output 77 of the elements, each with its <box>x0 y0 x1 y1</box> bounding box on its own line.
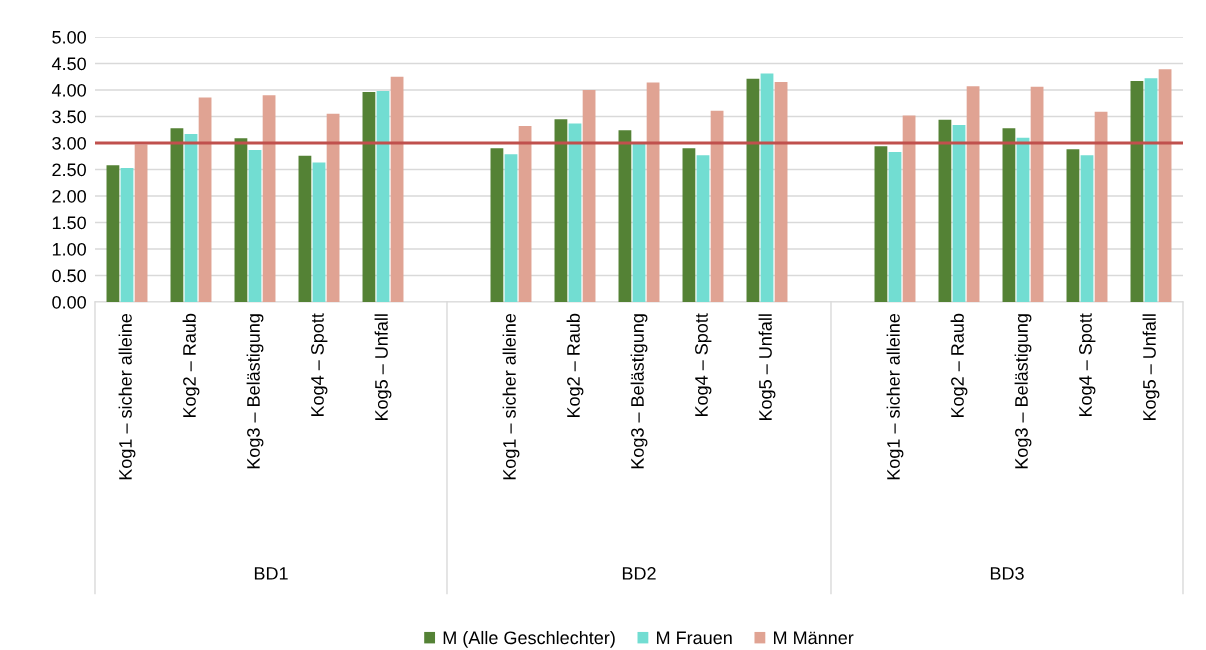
bar <box>170 128 184 302</box>
y-tick-label: 2.00 <box>52 189 86 203</box>
x-tick-label: Kog5 – Unfall <box>374 314 392 421</box>
y-tick-label: 4.50 <box>51 57 86 71</box>
x-tick-label: Kog4 – Spott <box>695 313 712 417</box>
bar <box>682 148 696 302</box>
legend-label: M Frauen <box>657 631 732 645</box>
y-tick-label: 0.00 <box>52 295 86 309</box>
bar <box>518 126 532 302</box>
bar <box>632 143 646 302</box>
y-tick-label: 4.00 <box>51 83 86 97</box>
x-tick-label: Kog5 – Unfall <box>1142 314 1160 421</box>
bar <box>198 97 212 302</box>
text: BD3 <box>990 567 1024 580</box>
bar <box>362 92 376 302</box>
y-tick-label: 0.50 <box>52 269 86 283</box>
x-tick-label: Kog3 – Belästigung <box>630 314 648 469</box>
bar <box>938 119 952 302</box>
bar <box>696 155 710 302</box>
x-tick-label: Kog1 – sicher alleine <box>502 313 520 480</box>
y-tick-label: 1.00 <box>52 242 86 256</box>
bar <box>710 110 724 302</box>
bar <box>774 82 788 302</box>
bar <box>1094 111 1108 302</box>
bar <box>646 82 660 302</box>
bar <box>1080 155 1094 302</box>
y-tick-label: 2.50 <box>52 163 86 177</box>
bar <box>298 155 312 302</box>
x-tick-label: Kog4 – Spott <box>311 313 328 417</box>
bar <box>1002 128 1016 302</box>
bar <box>888 152 902 302</box>
bar <box>746 78 760 302</box>
bar <box>262 95 276 302</box>
bar <box>1144 78 1158 302</box>
bar <box>106 165 120 302</box>
x-tick-label: Kog1 – sicher alleine <box>886 313 904 480</box>
legend-label: M Männer <box>774 631 854 645</box>
bar <box>184 133 198 302</box>
bar <box>120 167 134 302</box>
bar <box>1030 86 1044 302</box>
y-tick-label: 3.00 <box>52 136 86 150</box>
bar <box>234 138 248 302</box>
legend-label: M (Alle Geschlechter) <box>443 630 615 648</box>
x-tick-label: Kog1 – sicher alleine <box>118 313 136 480</box>
bar <box>326 113 340 302</box>
x-tick-label: Kog2 – Raub <box>950 313 968 418</box>
bar <box>390 76 404 302</box>
bar <box>1016 137 1030 302</box>
x-tick-label: Kog2 – Raub <box>182 313 200 418</box>
bar <box>248 149 262 302</box>
x-tick-label: Kog3 – Belästigung <box>246 314 264 469</box>
x-tick-label: Kog4 – Spott <box>1079 313 1096 417</box>
bar <box>504 154 518 302</box>
x-tick-label: Kog5 – Unfall <box>758 314 776 421</box>
y-tick-label: 1.50 <box>52 216 86 230</box>
bar <box>952 124 966 302</box>
text: BD1 <box>254 567 288 580</box>
text: BD2 <box>622 567 656 580</box>
x-tick-label: Kog3 – Belästigung <box>1014 314 1032 469</box>
y-tick-label: 3.50 <box>52 110 86 124</box>
bar <box>1158 69 1172 302</box>
bar <box>582 90 596 302</box>
bar <box>902 115 916 302</box>
x-tick-label: Kog2 – Raub <box>566 313 584 418</box>
bar <box>966 86 980 302</box>
bar <box>760 73 774 302</box>
bar <box>618 130 632 302</box>
bar <box>376 91 390 302</box>
bar <box>874 146 888 302</box>
bar <box>568 123 582 302</box>
y-tick-label: 5.00 <box>52 30 86 44</box>
bar <box>490 148 504 302</box>
bar <box>1130 80 1144 302</box>
bar <box>554 119 568 302</box>
bar <box>1066 149 1080 302</box>
bar <box>312 162 326 302</box>
bar <box>134 144 148 302</box>
